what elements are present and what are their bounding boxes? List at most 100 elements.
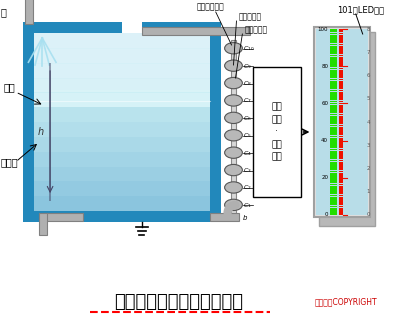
Bar — [339, 68, 343, 69]
Bar — [339, 77, 343, 78]
Bar — [339, 34, 343, 36]
Bar — [339, 108, 343, 110]
Bar — [339, 204, 343, 206]
Bar — [330, 149, 337, 150]
Bar — [330, 189, 337, 191]
Bar — [339, 119, 343, 121]
Bar — [339, 57, 343, 58]
Bar — [23, 22, 122, 33]
Bar — [253, 67, 300, 197]
Bar — [339, 103, 343, 104]
Bar — [330, 99, 337, 101]
Bar — [330, 53, 337, 55]
Text: h: h — [38, 127, 44, 137]
Bar — [210, 22, 221, 222]
Bar — [314, 27, 369, 217]
Bar — [330, 40, 337, 42]
Bar — [330, 75, 337, 76]
Bar — [330, 187, 337, 189]
Bar — [339, 162, 343, 163]
Bar — [339, 178, 343, 180]
Bar — [339, 171, 343, 172]
Bar — [330, 33, 337, 34]
Bar — [330, 126, 337, 128]
Bar — [339, 84, 343, 86]
Bar — [330, 171, 337, 172]
Bar — [339, 118, 343, 119]
Bar — [339, 55, 343, 56]
Bar — [330, 34, 337, 36]
Bar — [330, 167, 337, 168]
Bar — [339, 114, 343, 115]
Bar — [210, 213, 240, 221]
Bar — [339, 110, 343, 112]
Bar — [330, 57, 337, 58]
Bar — [330, 169, 337, 170]
Bar — [330, 180, 337, 181]
Bar — [330, 106, 337, 108]
Bar — [330, 191, 337, 193]
Bar — [339, 97, 343, 99]
Bar — [339, 38, 343, 40]
Bar — [339, 105, 343, 106]
Bar — [330, 200, 337, 202]
Bar — [330, 31, 337, 32]
Bar — [339, 125, 343, 126]
Bar — [330, 93, 337, 95]
Bar — [330, 182, 337, 183]
Bar — [330, 138, 337, 139]
Bar — [339, 145, 343, 147]
Bar — [330, 103, 337, 104]
Bar — [339, 40, 343, 42]
Bar — [339, 33, 343, 34]
Bar — [49, 63, 51, 201]
Bar — [330, 80, 337, 82]
Text: $C_{5}$: $C_{5}$ — [243, 131, 252, 140]
Bar — [34, 92, 210, 108]
Bar — [330, 110, 337, 112]
Text: $C_{7}$: $C_{7}$ — [243, 96, 252, 105]
Bar — [34, 152, 210, 167]
Bar — [339, 154, 343, 156]
Bar — [339, 198, 343, 200]
Bar — [339, 195, 343, 196]
Bar — [339, 158, 343, 160]
Bar — [330, 77, 337, 78]
Bar — [339, 173, 343, 174]
Text: $C_{1}$: $C_{1}$ — [243, 201, 252, 210]
Bar — [23, 211, 221, 222]
Ellipse shape — [225, 43, 242, 54]
Bar — [330, 101, 337, 102]
Bar — [339, 191, 343, 193]
Bar — [339, 134, 343, 135]
Bar — [339, 213, 343, 215]
Bar — [339, 151, 343, 152]
Bar — [316, 29, 367, 215]
Bar — [339, 93, 343, 95]
Text: 7: 7 — [367, 50, 370, 55]
Bar — [34, 196, 210, 212]
Bar — [330, 66, 337, 67]
Text: $C_{6}$: $C_{6}$ — [243, 114, 252, 123]
Bar — [34, 77, 210, 93]
Bar — [339, 180, 343, 181]
Bar — [339, 208, 343, 209]
Bar — [330, 64, 337, 66]
Bar — [339, 64, 343, 66]
Bar — [330, 173, 337, 174]
Bar — [23, 22, 34, 222]
Bar — [339, 51, 343, 53]
Bar — [339, 197, 343, 198]
Bar — [330, 130, 337, 132]
Bar — [339, 36, 343, 38]
Bar — [339, 152, 343, 154]
Bar — [330, 204, 337, 206]
Bar — [339, 164, 343, 165]
Text: 101段LED光柱: 101段LED光柱 — [337, 6, 384, 15]
Bar — [330, 59, 337, 60]
Text: 60: 60 — [321, 101, 328, 106]
Text: 储液罐: 储液罐 — [1, 157, 18, 167]
Bar — [330, 112, 337, 114]
Ellipse shape — [225, 130, 242, 141]
Ellipse shape — [225, 77, 242, 89]
